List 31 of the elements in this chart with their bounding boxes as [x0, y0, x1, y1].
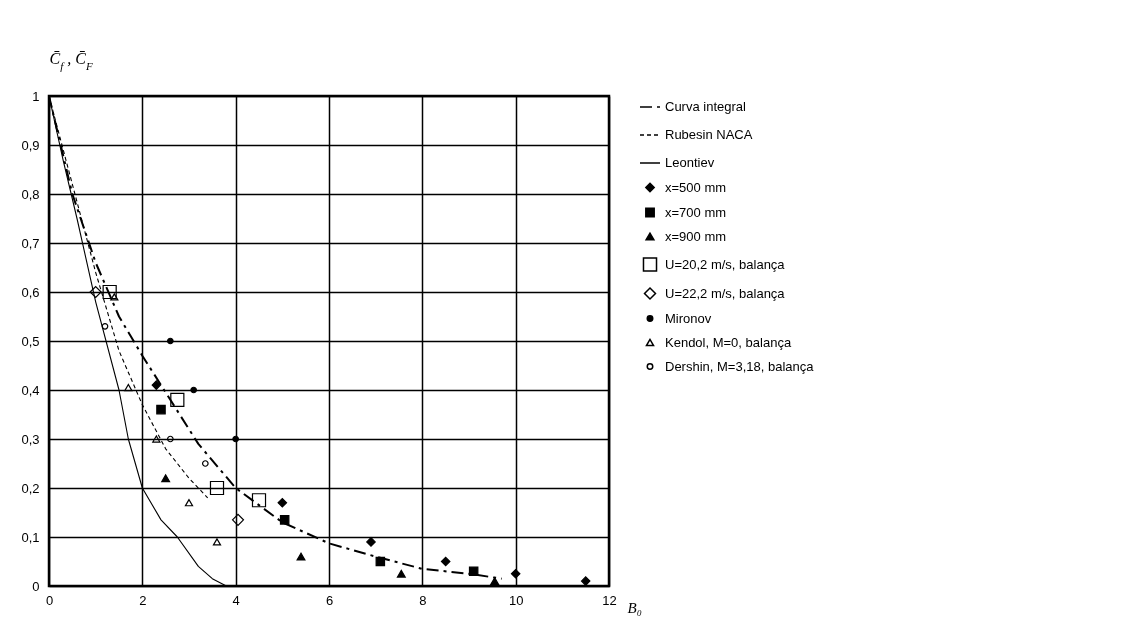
x-tick-label: 6	[325, 592, 334, 608]
y-tick-label: 0,2	[21, 480, 40, 496]
legend-label: x=700 mm	[665, 204, 727, 220]
x-tick-label: 10	[508, 592, 524, 608]
y-tick-label: 0,9	[21, 137, 40, 153]
legend-label: Curva integral	[665, 99, 747, 114]
x-tick-label: 0	[45, 592, 54, 608]
x-tick-label: 8	[419, 592, 427, 608]
x-tick-label: 2	[139, 592, 147, 608]
legend-label: Kendol, M=0, balança	[665, 334, 792, 350]
legend-label: Leontiev	[665, 155, 715, 170]
y-tick-label: 0,1	[21, 529, 40, 545]
y-tick-label: 0,5	[21, 333, 40, 349]
legend-label: U=20,2 m/s, balança	[665, 256, 786, 272]
x-tick-label: 12	[602, 592, 617, 608]
y-tick-label: 0,7	[21, 235, 40, 251]
legend-label: x=900 mm	[665, 228, 727, 244]
y-tick-label: 0	[32, 578, 40, 594]
y-tick-label: 1	[32, 88, 40, 104]
legend-label: Rubesin NACA	[665, 127, 753, 142]
legend-label: Mironov	[665, 310, 712, 326]
y-tick-label: 0,6	[21, 284, 40, 300]
legend-label: x=500 mm	[665, 179, 727, 195]
y-axis-title: C̄$_{f}$ , C̄$_{F}$	[49, 49, 93, 72]
x-axis-title: B₀	[627, 599, 642, 616]
x-tick-label: 4	[232, 592, 240, 608]
y-tick-label: 0,8	[21, 186, 40, 202]
legend-label: U=22,2 m/s, balança	[665, 285, 786, 301]
y-tick-label: 0,3	[21, 431, 40, 447]
y-tick-label: 0,4	[21, 382, 40, 398]
legend-label: Dershin, M=3,18, balança	[665, 358, 815, 374]
